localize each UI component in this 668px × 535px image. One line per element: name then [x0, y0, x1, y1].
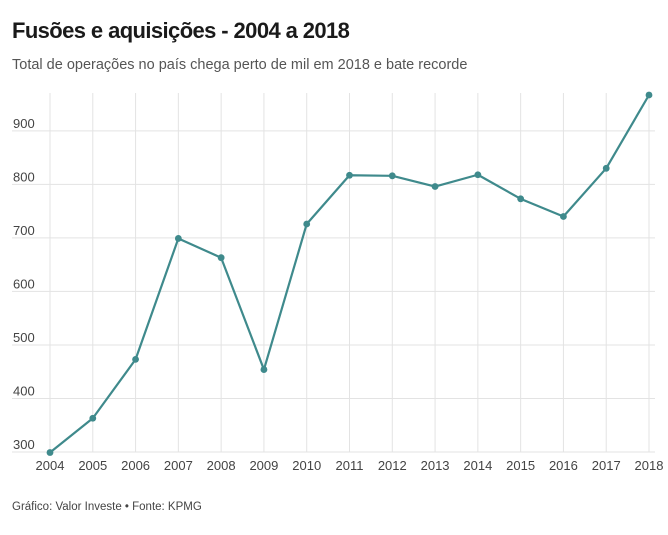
data-point: [46, 449, 54, 456]
y-tick-label: 900: [13, 116, 35, 131]
data-point: [89, 414, 97, 422]
data-point: [431, 183, 439, 190]
y-tick-label: 800: [13, 169, 35, 184]
data-point: [217, 254, 225, 262]
source-note: Gráfico: Valor Investe • Fonte: KPMG: [12, 501, 202, 513]
data-point: [474, 171, 482, 179]
y-tick-label: 700: [13, 223, 35, 238]
data-point: [260, 366, 268, 373]
data-point: [602, 164, 610, 172]
x-tick-label: 2011: [336, 458, 364, 473]
x-tick-label: 2010: [292, 458, 321, 473]
data-point: [303, 220, 311, 228]
chart-title: Fusões e aquisições - 2004 a 2018: [12, 18, 350, 43]
x-tick-label: 2015: [506, 458, 535, 473]
x-tick-label: 2014: [463, 458, 492, 473]
x-tick-label: 2017: [592, 458, 621, 473]
x-tick-label: 2006: [121, 458, 150, 473]
chart-subtitle: Total de operações no país chega perto d…: [12, 57, 468, 73]
data-point: [346, 171, 353, 179]
x-tick-label: 2008: [207, 458, 236, 473]
x-tick-label: 2005: [78, 458, 107, 473]
y-tick-label: 500: [13, 330, 35, 345]
y-tick-label: 300: [13, 437, 35, 452]
data-point: [174, 235, 182, 242]
y-tick-label: 600: [13, 276, 35, 291]
axes: 2004 2005 2006 2007 2008 2009 2010 2011 2012 2013…: [13, 116, 663, 473]
data-point: [132, 356, 139, 363]
x-tick-label: 2013: [421, 458, 450, 473]
data-point: [560, 213, 567, 220]
y-tick-label: 400: [13, 383, 35, 398]
series-layer: [46, 91, 653, 456]
data-point: [388, 172, 396, 180]
x-tick-label: 2018: [635, 458, 664, 473]
grid: [12, 93, 655, 453]
x-tick-label: 2016: [549, 458, 578, 473]
data-point: [645, 91, 653, 99]
x-tick-label: 2004: [36, 458, 65, 473]
x-tick-label: 2007: [164, 458, 193, 473]
x-tick-label: 2012: [378, 458, 407, 473]
data-point: [517, 195, 525, 203]
x-tick-label: 2009: [249, 458, 278, 473]
